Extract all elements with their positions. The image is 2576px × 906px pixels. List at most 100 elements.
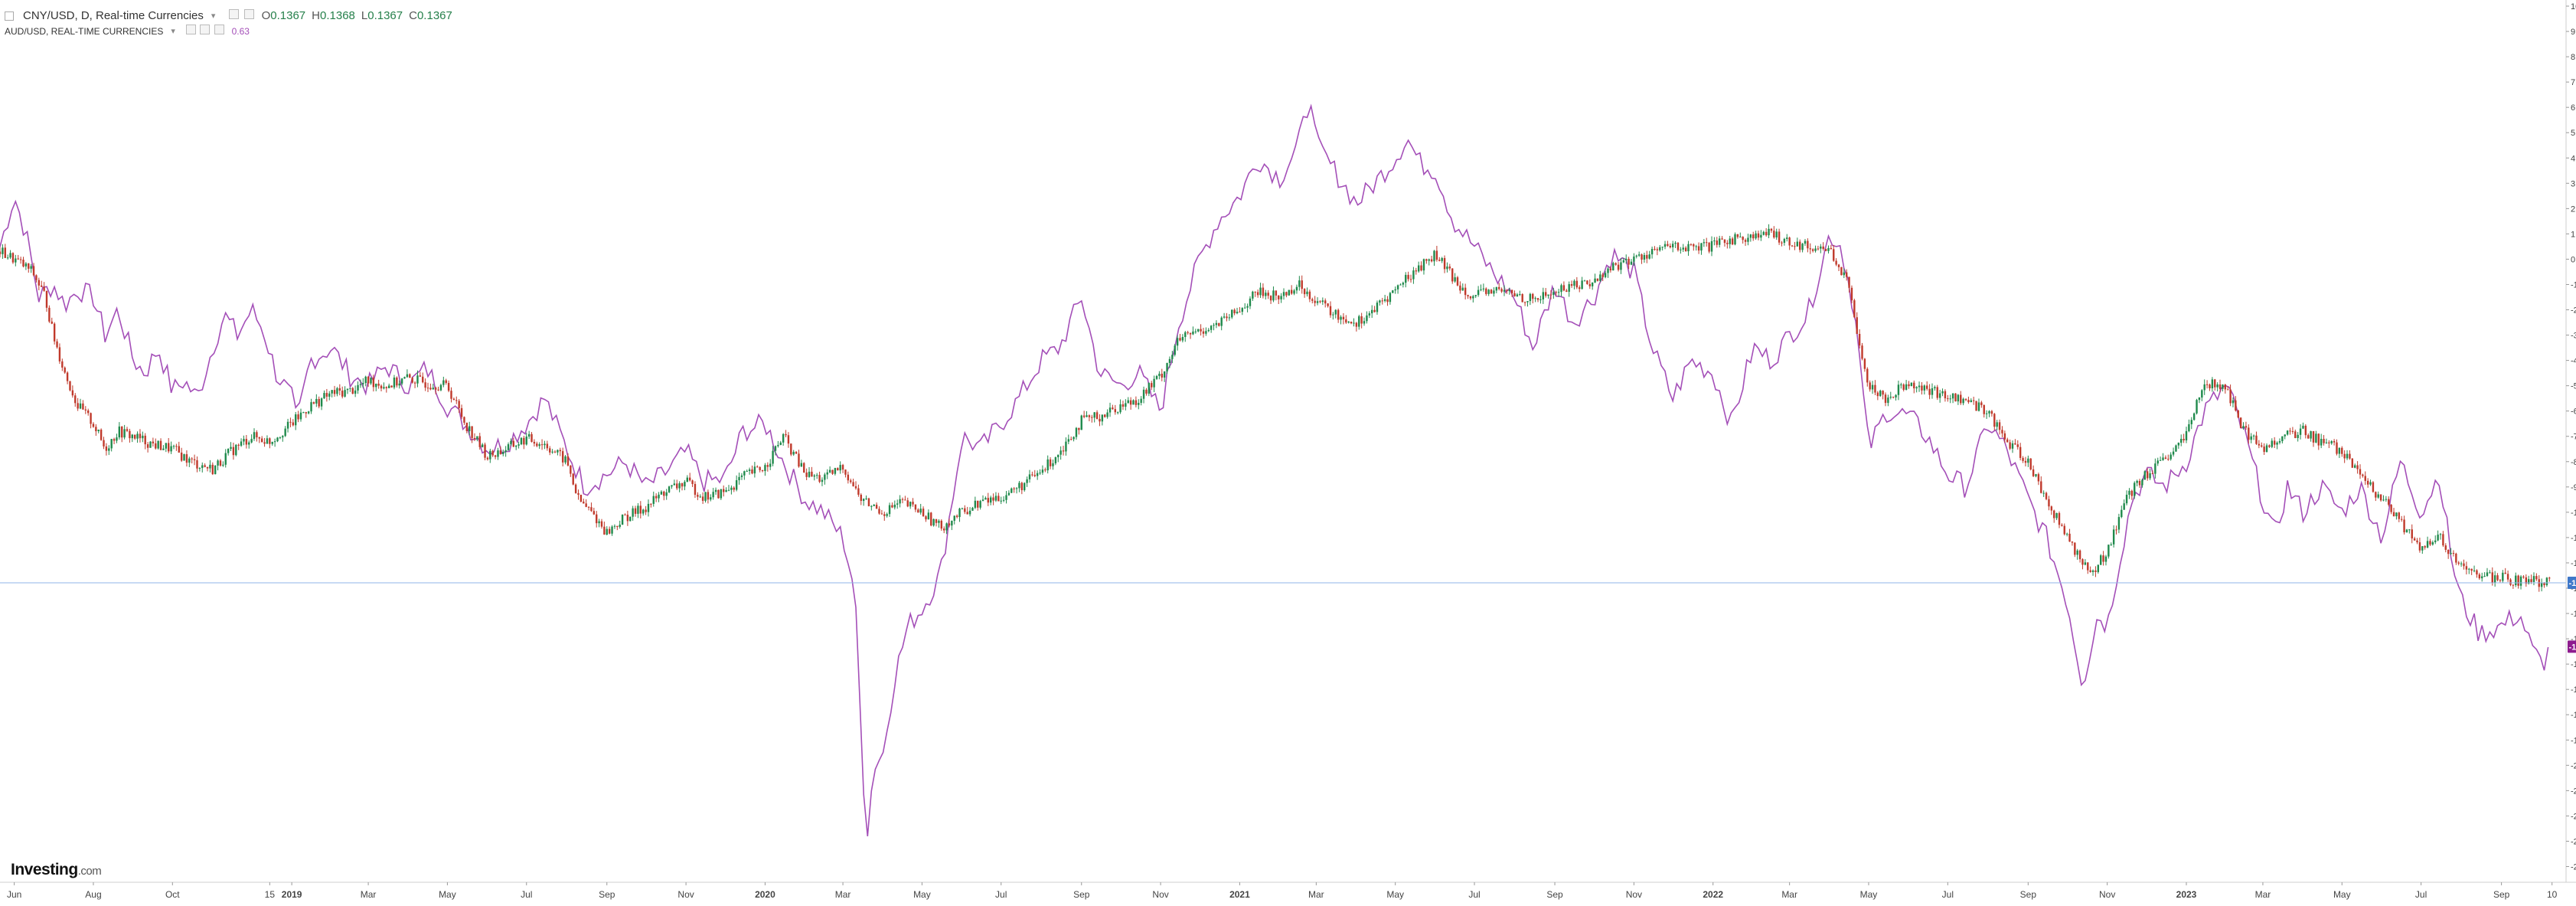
candle-body bbox=[463, 417, 465, 423]
main-symbol-label[interactable]: CNY/USD, D, Real-time Currencies bbox=[23, 9, 204, 22]
candle-body bbox=[92, 424, 95, 427]
candle-body bbox=[1200, 329, 1202, 332]
x-axis[interactable]: Jun Aug Oct 15 2019 Mar May Jul Sep Nov 2020 Mar May… bbox=[0, 881, 2576, 900]
hide-icon[interactable] bbox=[243, 9, 254, 19]
candle-body bbox=[1837, 264, 1840, 267]
settings-icon[interactable] bbox=[229, 9, 240, 19]
candle-body bbox=[2388, 499, 2390, 505]
candle-body bbox=[1474, 295, 1477, 296]
candle-body bbox=[971, 507, 974, 511]
candle-body bbox=[2392, 512, 2395, 517]
candle-body bbox=[2525, 577, 2528, 584]
candle-body bbox=[2447, 549, 2450, 554]
candle-body bbox=[1451, 268, 1454, 282]
candle-body bbox=[2315, 433, 2317, 443]
x-tick-label: Mar bbox=[1781, 889, 1797, 900]
candle-body bbox=[1827, 247, 1830, 251]
candle-body bbox=[880, 513, 883, 515]
candle-body bbox=[390, 385, 393, 388]
candle-body bbox=[2341, 447, 2343, 454]
candle-body bbox=[841, 465, 844, 470]
candle-body bbox=[1438, 260, 1441, 261]
candle-body bbox=[162, 448, 165, 450]
candle-body bbox=[1708, 242, 1710, 252]
collapse-legend-icon[interactable] bbox=[5, 11, 14, 21]
candle-body bbox=[504, 450, 507, 452]
candle-body bbox=[2338, 447, 2341, 454]
candle-body bbox=[523, 437, 525, 445]
candle-body bbox=[873, 505, 875, 506]
candle-body bbox=[1923, 385, 1926, 391]
remove-icon[interactable] bbox=[214, 25, 224, 34]
candle-body bbox=[1108, 407, 1112, 413]
candle-body bbox=[77, 403, 79, 409]
candle-body bbox=[305, 412, 307, 414]
candle-body bbox=[1796, 241, 1799, 247]
candle-body bbox=[240, 441, 243, 446]
hide-icon[interactable] bbox=[200, 25, 211, 34]
candle-body bbox=[1588, 283, 1591, 286]
candle-body bbox=[803, 463, 805, 473]
candle-body bbox=[940, 520, 943, 529]
candle-body bbox=[2042, 492, 2045, 494]
candle-body bbox=[1910, 382, 1913, 387]
candle-body bbox=[1360, 316, 1363, 324]
y-axis[interactable]: 10.00% 9.00% 8.00% 7.00% 6.00% 5.00% 4.00% 3.00… bbox=[2565, 0, 2576, 882]
candle-body bbox=[2470, 568, 2473, 571]
candle-body bbox=[559, 450, 561, 452]
candle-body bbox=[1104, 414, 1106, 417]
candle-body bbox=[1314, 300, 1316, 303]
candle-body bbox=[2024, 460, 2027, 463]
candle-body bbox=[256, 432, 258, 438]
y-tick-label: -21.00% bbox=[2571, 787, 2576, 796]
candle-body bbox=[2333, 440, 2336, 443]
candle-body bbox=[1773, 231, 1775, 238]
candle-body bbox=[1220, 317, 1223, 326]
candle-body bbox=[481, 444, 484, 447]
candle-body bbox=[35, 275, 38, 280]
candle-body bbox=[473, 437, 476, 440]
candle-body bbox=[844, 469, 847, 475]
candle-body bbox=[2227, 389, 2229, 391]
chevron-down-icon[interactable]: ▾ bbox=[211, 11, 216, 21]
settings-icon[interactable] bbox=[185, 25, 196, 34]
candle-body bbox=[1062, 450, 1065, 452]
candle-body bbox=[1895, 394, 1897, 397]
candle-body bbox=[1765, 231, 1768, 236]
candle-body bbox=[367, 376, 370, 384]
candle-body bbox=[1747, 237, 1749, 242]
candle-body bbox=[707, 492, 710, 500]
candle-body bbox=[1786, 237, 1788, 239]
candle-body bbox=[478, 436, 481, 447]
candle-body bbox=[2055, 512, 2058, 518]
candle-body bbox=[1288, 289, 1290, 296]
candle-body bbox=[593, 511, 596, 515]
candle-body bbox=[964, 508, 966, 512]
candle-body bbox=[1002, 499, 1005, 501]
candle-body bbox=[2403, 519, 2405, 533]
candle-body bbox=[2515, 575, 2517, 585]
candle-body bbox=[269, 438, 271, 444]
candle-body bbox=[1409, 279, 1412, 280]
candle-body bbox=[906, 500, 909, 507]
candle-body bbox=[1148, 383, 1151, 394]
candle-body bbox=[1861, 345, 1863, 359]
candle-body bbox=[966, 512, 968, 515]
candle-body bbox=[1254, 291, 1256, 293]
candle-body bbox=[1977, 402, 1980, 411]
candle-body bbox=[658, 494, 660, 499]
chevron-down-icon[interactable]: ▾ bbox=[171, 27, 175, 36]
candle-body bbox=[2205, 384, 2209, 385]
candle-body bbox=[1913, 382, 1915, 389]
candle-body bbox=[1931, 388, 1934, 395]
candle-body bbox=[434, 388, 437, 390]
candle-body bbox=[2273, 440, 2276, 445]
candle-body bbox=[1153, 378, 1155, 388]
candle-body bbox=[227, 448, 230, 453]
candle-body bbox=[1534, 298, 1536, 299]
overlay-symbol-label[interactable]: AUD/USD, REAL-TIME CURRENCIES bbox=[5, 26, 164, 37]
candle-body bbox=[64, 367, 66, 373]
candle-body bbox=[837, 468, 839, 471]
candle-body bbox=[824, 474, 826, 480]
